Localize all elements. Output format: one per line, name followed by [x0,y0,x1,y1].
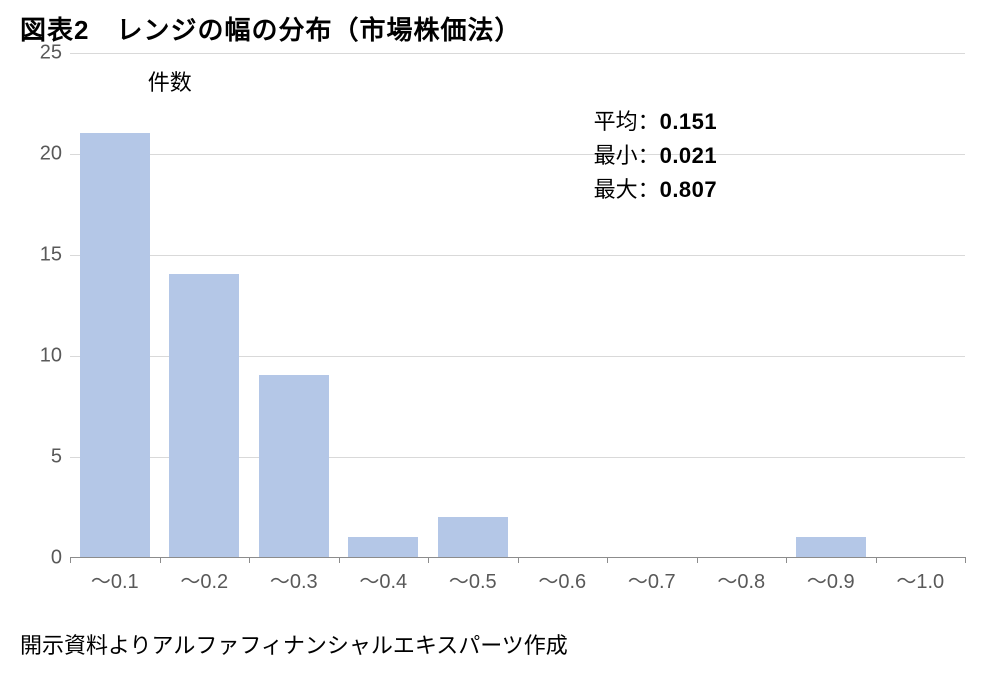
x-tick-label: ～0.1 [91,565,139,594]
y-tick-label: 15 [22,244,62,267]
x-axis-tick [339,557,340,563]
stats-label: 平均： [594,109,660,134]
source-note: 開示資料よりアルファフィナンシャルエキスパーツ作成 [20,628,568,660]
bar [796,537,866,557]
y-tick-label: 20 [22,143,62,166]
stats-label: 最小： [594,143,660,168]
x-tick-label: ～0.9 [807,565,855,594]
y-tick-label: 5 [22,446,62,469]
x-axis-tick [249,557,250,563]
x-tick-label: ～0.2 [180,565,228,594]
x-axis-tick [160,557,161,563]
x-axis-tick [697,557,698,563]
y-tick-label: 10 [22,345,62,368]
bar [438,517,508,557]
x-tick-label: ～1.0 [896,565,944,594]
x-tick-label: ～0.7 [628,565,676,594]
x-tick-label: ～0.6 [538,565,586,594]
chart-title: 図表2 レンジの幅の分布（市場株価法） [20,10,970,47]
plot-area: 件数 平均：0.151最小：0.021最大：0.807 [70,53,965,558]
stats-row: 最大：0.807 [594,173,751,207]
x-tick-label: ～0.3 [270,565,318,594]
stats-value: 0.151 [660,109,718,134]
bar [348,537,418,557]
x-tick-label: ～0.8 [717,565,765,594]
stats-row: 平均：0.151 [594,105,751,139]
figure-container: 図表2 レンジの幅の分布（市場株価法） 0 5 10 15 20 25 件数 平均：0.1… [0,0,990,674]
bar [169,274,239,557]
x-tick-label: ～0.5 [449,565,497,594]
stats-row: 最小：0.021 [594,139,751,173]
chart-area: 0510152025 件数 平均：0.151最小：0.021最大：0.807 ～… [20,53,970,613]
y-tick-label: 25 [22,42,62,65]
x-axis-labels: ～0.1 ～0.2 ～0.3 ～0.4 ～0.5 ～0.6 ～0.7 ～0.8 ～0.9 ～1.0 [70,565,965,597]
bar [80,133,150,557]
x-axis-tick [70,557,71,563]
x-axis-tick [786,557,787,563]
y-tick-label: 0 [22,547,62,570]
x-axis-tick [607,557,608,563]
y-axis-label: 件数 [148,65,192,97]
y-axis: 0510152025 [20,53,70,558]
x-axis-tick [518,557,519,563]
stats-label: 最大： [594,177,660,202]
x-axis-tick [876,557,877,563]
stats-value: 0.021 [660,143,718,168]
bars-layer [70,53,965,557]
stats-value: 0.807 [660,177,718,202]
stats-box: 平均：0.151最小：0.021最大：0.807 [594,105,751,207]
x-axis-tick [428,557,429,563]
x-axis-tick [965,557,966,563]
x-tick-label: ～0.4 [359,565,407,594]
bar [259,375,329,557]
